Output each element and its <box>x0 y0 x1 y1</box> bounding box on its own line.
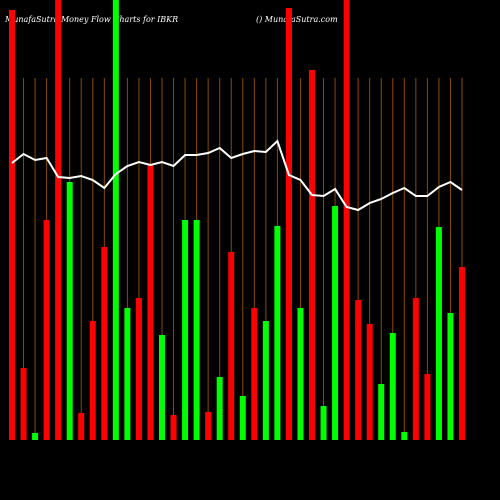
bar <box>297 308 304 440</box>
bar <box>459 267 465 440</box>
bar <box>424 374 431 440</box>
chart-title: MunafaSutra Money Flow Charts for IBKR <box>4 15 178 24</box>
bar <box>285 8 292 440</box>
bar <box>78 413 85 440</box>
bar <box>32 433 39 440</box>
bar <box>43 220 50 440</box>
bar <box>20 368 27 440</box>
bar <box>112 0 119 440</box>
bar <box>389 333 396 440</box>
bar <box>101 247 108 440</box>
bar <box>228 252 235 440</box>
bar <box>435 227 442 440</box>
bar <box>55 0 62 440</box>
bar <box>135 298 142 440</box>
bar <box>320 406 327 440</box>
bar <box>355 300 362 440</box>
bar <box>401 432 408 440</box>
bar <box>170 415 177 440</box>
bar <box>182 220 189 440</box>
bar <box>343 0 350 440</box>
bar <box>193 220 200 440</box>
bar <box>239 396 246 440</box>
bar <box>447 313 454 440</box>
bar <box>89 321 96 440</box>
bar <box>216 377 223 440</box>
bar <box>274 226 281 440</box>
bar <box>9 10 15 440</box>
bar <box>332 206 339 440</box>
bar <box>309 70 315 440</box>
bar <box>251 308 258 440</box>
bar <box>412 298 419 440</box>
bar <box>147 165 154 440</box>
bar <box>262 321 269 440</box>
bar <box>366 324 373 440</box>
bar <box>378 384 385 440</box>
bar <box>124 308 131 440</box>
chart-subtitle: () MunafaSutra.com <box>256 15 338 24</box>
bar <box>205 412 212 440</box>
bar <box>159 335 165 440</box>
bar <box>66 182 73 440</box>
money-flow-line <box>11 139 463 212</box>
